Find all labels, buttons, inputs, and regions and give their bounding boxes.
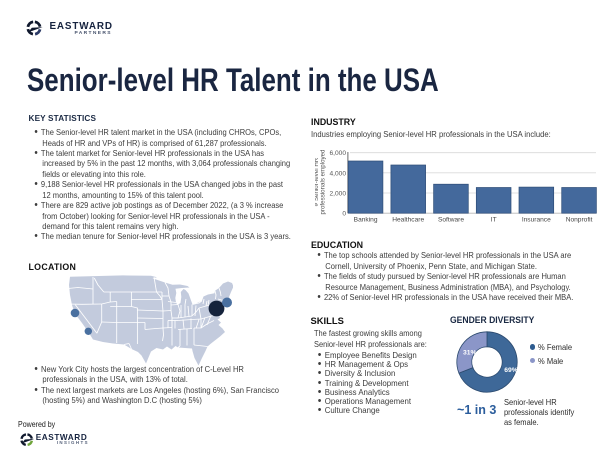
svg-text:69%: 69% (504, 367, 518, 374)
svg-text:Healthcare: Healthcare (392, 217, 424, 224)
svg-text:Banking: Banking (354, 217, 378, 224)
svg-text:2,000: 2,000 (329, 191, 346, 198)
svg-text:IT: IT (491, 217, 497, 224)
svg-text:6,000: 6,000 (329, 150, 346, 157)
svg-text:professionals employed: professionals employed (320, 149, 327, 215)
svg-text:Nonprofit: Nonprofit (566, 217, 593, 224)
svg-text:Software: Software (438, 217, 464, 224)
svg-text:0: 0 (342, 211, 346, 218)
svg-text:31%: 31% (463, 350, 477, 357)
svg-text:Insurance: Insurance (522, 217, 551, 224)
svg-text:4,000: 4,000 (329, 170, 346, 177)
svg-text:# Senior-level HR: # Senior-level HR (315, 157, 320, 206)
